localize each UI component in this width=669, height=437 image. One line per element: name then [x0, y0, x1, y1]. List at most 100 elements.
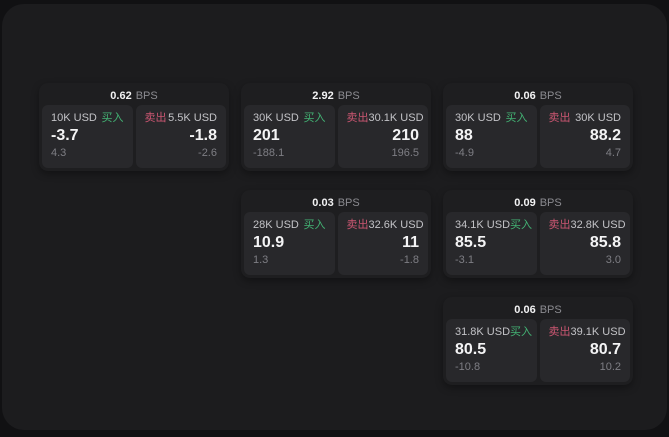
quote-card: 0.06 BPS 31.8K USD 买入 80.5 -10.8 卖出 39.1… — [443, 297, 633, 385]
sell-sub-value: 3.0 — [605, 254, 621, 266]
buy-price: -3.7 — [51, 127, 79, 144]
spread-header: 0.06 BPS — [446, 300, 630, 319]
spread-header: 0.09 BPS — [446, 193, 630, 212]
buy-price: 88 — [455, 127, 473, 144]
quote-card: 2.92 BPS 30K USD 买入 201 -188.1 卖出 30.1K … — [241, 83, 431, 171]
sell-amount-label: 30.1K USD — [368, 112, 424, 124]
buy-amount-label: 28K USD — [253, 219, 299, 231]
sell-panel-top: 卖出 5.5K USD — [145, 112, 218, 125]
quote-card: 0.06 BPS 30K USD 买入 88 -4.9 卖出 30K USD — [443, 83, 633, 171]
buy-sub-value: -10.8 — [455, 361, 481, 373]
quote-body: 31.8K USD 买入 80.5 -10.8 卖出 39.1K USD 80.… — [446, 319, 630, 382]
sell-badge: 卖出 — [346, 112, 369, 124]
spread-unit: BPS — [539, 89, 562, 102]
spread-header: 0.62 BPS — [42, 86, 226, 105]
spread-unit: BPS — [135, 89, 158, 102]
buy-panel[interactable]: 34.1K USD 买入 85.5 -3.1 — [446, 212, 537, 275]
sell-panel[interactable]: 卖出 32.6K USD 11 -1.8 — [337, 212, 428, 275]
spread-header: 0.03 BPS — [244, 193, 428, 212]
buy-badge: 买入 — [101, 112, 124, 124]
sell-badge: 卖出 — [548, 219, 571, 231]
spread-value: 0.06 — [514, 303, 536, 316]
quote-card: 0.09 BPS 34.1K USD 买入 85.5 -3.1 卖出 32.8K… — [443, 190, 633, 278]
quote-body: 30K USD 买入 201 -188.1 卖出 30.1K USD 210 1… — [244, 105, 428, 168]
sell-amount-label: 5.5K USD — [168, 112, 217, 124]
quote-card: 0.62 BPS 10K USD 买入 -3.7 4.3 卖出 5.5K USD — [39, 83, 229, 171]
buy-sub-value: -4.9 — [455, 147, 474, 159]
quote-body: 28K USD 买入 10.9 1.3 卖出 32.6K USD 11 -1.8 — [244, 212, 428, 275]
buy-price: 80.5 — [455, 341, 487, 358]
buy-sub-value: 1.3 — [253, 254, 269, 266]
quote-body: 30K USD 买入 88 -4.9 卖出 30K USD 88.2 4.7 — [446, 105, 630, 168]
sell-badge: 卖出 — [346, 219, 369, 231]
buy-panel[interactable]: 10K USD 买入 -3.7 4.3 — [42, 105, 133, 168]
buy-badge: 买入 — [303, 112, 326, 124]
spread-value: 0.06 — [514, 89, 536, 102]
buy-panel-top: 28K USD 买入 — [253, 219, 326, 232]
spread-value: 0.09 — [514, 196, 536, 209]
quote-cards-grid: 0.62 BPS 10K USD 买入 -3.7 4.3 卖出 5.5K USD — [39, 83, 633, 385]
buy-sub-value: -3.1 — [455, 254, 474, 266]
sell-panel-top: 卖出 32.8K USD — [548, 219, 626, 232]
buy-panel-top: 34.1K USD 买入 — [455, 219, 532, 232]
buy-panel[interactable]: 28K USD 买入 10.9 1.3 — [244, 212, 335, 275]
sell-panel-top: 卖出 30.1K USD — [346, 112, 424, 125]
spread-header: 2.92 BPS — [244, 86, 428, 105]
buy-badge: 买入 — [510, 219, 533, 231]
sell-sub-value: -1.8 — [400, 254, 419, 266]
spread-value: 0.62 — [110, 89, 132, 102]
buy-panel[interactable]: 31.8K USD 买入 80.5 -10.8 — [446, 319, 537, 382]
buy-sub-value: -188.1 — [253, 147, 285, 159]
sell-price: 80.7 — [589, 341, 621, 358]
sell-amount-label: 30K USD — [575, 112, 621, 124]
quote-body: 34.1K USD 买入 85.5 -3.1 卖出 32.8K USD 85.8… — [446, 212, 630, 275]
sell-badge: 卖出 — [144, 112, 167, 124]
buy-panel-top: 30K USD 买入 — [455, 112, 528, 125]
quote-body: 10K USD 买入 -3.7 4.3 卖出 5.5K USD -1.8 -2.… — [42, 105, 226, 168]
sell-panel[interactable]: 卖出 39.1K USD 80.7 10.2 — [539, 319, 630, 382]
sell-panel[interactable]: 卖出 5.5K USD -1.8 -2.6 — [135, 105, 226, 168]
buy-badge: 买入 — [303, 219, 326, 231]
spread-header: 0.06 BPS — [446, 86, 630, 105]
spread-value: 0.03 — [312, 196, 334, 209]
sell-amount-label: 32.6K USD — [368, 219, 424, 231]
buy-sub-value: 4.3 — [51, 147, 67, 159]
buy-badge: 买入 — [510, 326, 533, 338]
buy-panel-top: 30K USD 买入 — [253, 112, 326, 125]
sell-panel[interactable]: 卖出 30.1K USD 210 196.5 — [337, 105, 428, 168]
buy-panel-top: 31.8K USD 买入 — [455, 326, 532, 339]
sell-panel-top: 卖出 30K USD — [549, 112, 622, 125]
quote-card: 0.03 BPS 28K USD 买入 10.9 1.3 卖出 32.6K US… — [241, 190, 431, 278]
sell-amount-label: 32.8K USD — [570, 219, 626, 231]
sell-panel-top: 卖出 32.6K USD — [346, 219, 424, 232]
buy-amount-label: 10K USD — [51, 112, 97, 124]
buy-amount-label: 30K USD — [253, 112, 299, 124]
buy-panel[interactable]: 30K USD 买入 201 -188.1 — [244, 105, 335, 168]
spread-unit: BPS — [337, 89, 360, 102]
sell-sub-value: 196.5 — [391, 147, 419, 159]
sell-panel-top: 卖出 39.1K USD — [548, 326, 626, 339]
spread-value: 2.92 — [312, 89, 334, 102]
sell-price: 88.2 — [589, 127, 621, 144]
buy-badge: 买入 — [505, 112, 528, 124]
buy-panel[interactable]: 30K USD 买入 88 -4.9 — [446, 105, 537, 168]
sell-amount-label: 39.1K USD — [570, 326, 626, 338]
sell-badge: 卖出 — [548, 112, 571, 124]
spread-unit: BPS — [337, 196, 360, 209]
buy-price: 10.9 — [253, 234, 285, 251]
buy-price: 201 — [253, 127, 280, 144]
sell-price: 85.8 — [589, 234, 621, 251]
sell-sub-value: 10.2 — [599, 361, 621, 373]
sell-panel[interactable]: 卖出 30K USD 88.2 4.7 — [539, 105, 630, 168]
sell-panel[interactable]: 卖出 32.8K USD 85.8 3.0 — [539, 212, 630, 275]
buy-amount-label: 31.8K USD — [455, 326, 511, 338]
sell-price: 210 — [392, 127, 419, 144]
buy-panel-top: 10K USD 买入 — [51, 112, 124, 125]
sell-sub-value: -2.6 — [198, 147, 217, 159]
spread-unit: BPS — [539, 303, 562, 316]
sell-badge: 卖出 — [548, 326, 571, 338]
buy-amount-label: 30K USD — [455, 112, 501, 124]
sell-price: 11 — [402, 234, 419, 251]
buy-amount-label: 34.1K USD — [455, 219, 511, 231]
app-surface: 0.62 BPS 10K USD 买入 -3.7 4.3 卖出 5.5K USD — [2, 4, 667, 430]
